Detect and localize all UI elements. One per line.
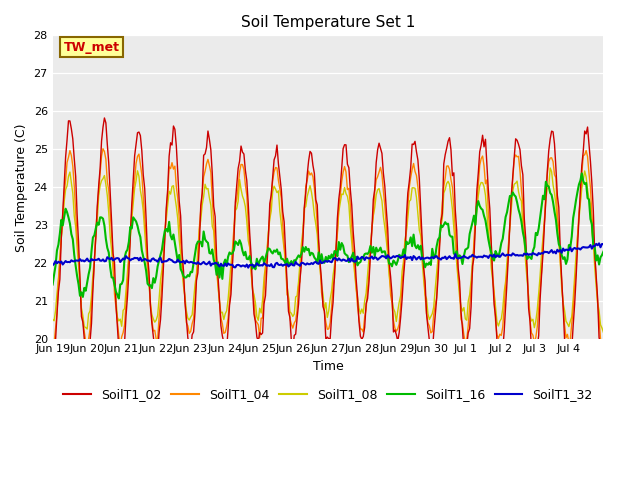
SoilT1_16 xyxy=(115,296,123,301)
SoilT1_02 xyxy=(84,360,92,365)
X-axis label: Time: Time xyxy=(313,360,344,373)
SoilT1_08 xyxy=(67,180,75,185)
SoilT1_32 xyxy=(443,256,451,262)
SoilT1_02 xyxy=(529,370,537,375)
SoilT1_08 xyxy=(332,245,340,251)
SoilT1_04 xyxy=(116,343,124,348)
SoilT1_32 xyxy=(595,240,603,246)
SoilT1_04 xyxy=(49,340,56,346)
Line: SoilT1_32: SoilT1_32 xyxy=(52,243,604,268)
Y-axis label: Soil Temperature (C): Soil Temperature (C) xyxy=(15,123,28,252)
SoilT1_16 xyxy=(578,170,586,176)
SoilT1_08 xyxy=(442,187,449,192)
SoilT1_04 xyxy=(526,318,534,324)
SoilT1_04 xyxy=(99,146,107,152)
SoilT1_32 xyxy=(598,241,606,247)
SoilT1_08 xyxy=(524,278,531,284)
Text: TW_met: TW_met xyxy=(64,40,120,54)
SoilT1_04 xyxy=(84,336,92,342)
SoilT1_08 xyxy=(49,316,56,322)
Line: SoilT1_16: SoilT1_16 xyxy=(52,173,604,299)
SoilT1_02 xyxy=(598,368,606,374)
SoilT1_16 xyxy=(443,221,451,227)
Line: SoilT1_08: SoilT1_08 xyxy=(52,168,604,332)
SoilT1_16 xyxy=(598,252,606,258)
SoilT1_04 xyxy=(600,340,607,346)
SoilT1_04 xyxy=(335,204,342,210)
SoilT1_32 xyxy=(84,258,92,264)
SoilT1_16 xyxy=(333,253,341,259)
SoilT1_32 xyxy=(333,258,341,264)
SoilT1_16 xyxy=(525,254,532,260)
Line: SoilT1_04: SoilT1_04 xyxy=(52,149,604,346)
Title: Soil Temperature Set 1: Soil Temperature Set 1 xyxy=(241,15,415,30)
SoilT1_02 xyxy=(443,145,451,151)
SoilT1_02 xyxy=(333,216,341,221)
SoilT1_04 xyxy=(444,163,452,169)
SoilT1_32 xyxy=(67,257,75,263)
SoilT1_32 xyxy=(525,252,532,258)
SoilT1_02 xyxy=(600,365,607,371)
SoilT1_08 xyxy=(547,165,554,171)
SoilT1_02 xyxy=(49,349,56,355)
SoilT1_02 xyxy=(525,305,532,311)
SoilT1_32 xyxy=(244,265,252,271)
Line: SoilT1_02: SoilT1_02 xyxy=(52,118,604,372)
SoilT1_08 xyxy=(84,311,92,317)
SoilT1_04 xyxy=(67,153,75,158)
SoilT1_02 xyxy=(100,115,108,121)
SoilT1_16 xyxy=(84,272,92,277)
Legend: SoilT1_02, SoilT1_04, SoilT1_08, SoilT1_16, SoilT1_32: SoilT1_02, SoilT1_04, SoilT1_08, SoilT1_… xyxy=(58,383,598,406)
SoilT1_04 xyxy=(598,339,606,345)
SoilT1_08 xyxy=(596,322,604,327)
SoilT1_16 xyxy=(600,249,607,254)
SoilT1_16 xyxy=(49,282,56,288)
SoilT1_16 xyxy=(67,231,75,237)
SoilT1_02 xyxy=(67,126,75,132)
SoilT1_08 xyxy=(600,329,607,335)
SoilT1_32 xyxy=(49,262,56,268)
SoilT1_32 xyxy=(600,241,607,247)
